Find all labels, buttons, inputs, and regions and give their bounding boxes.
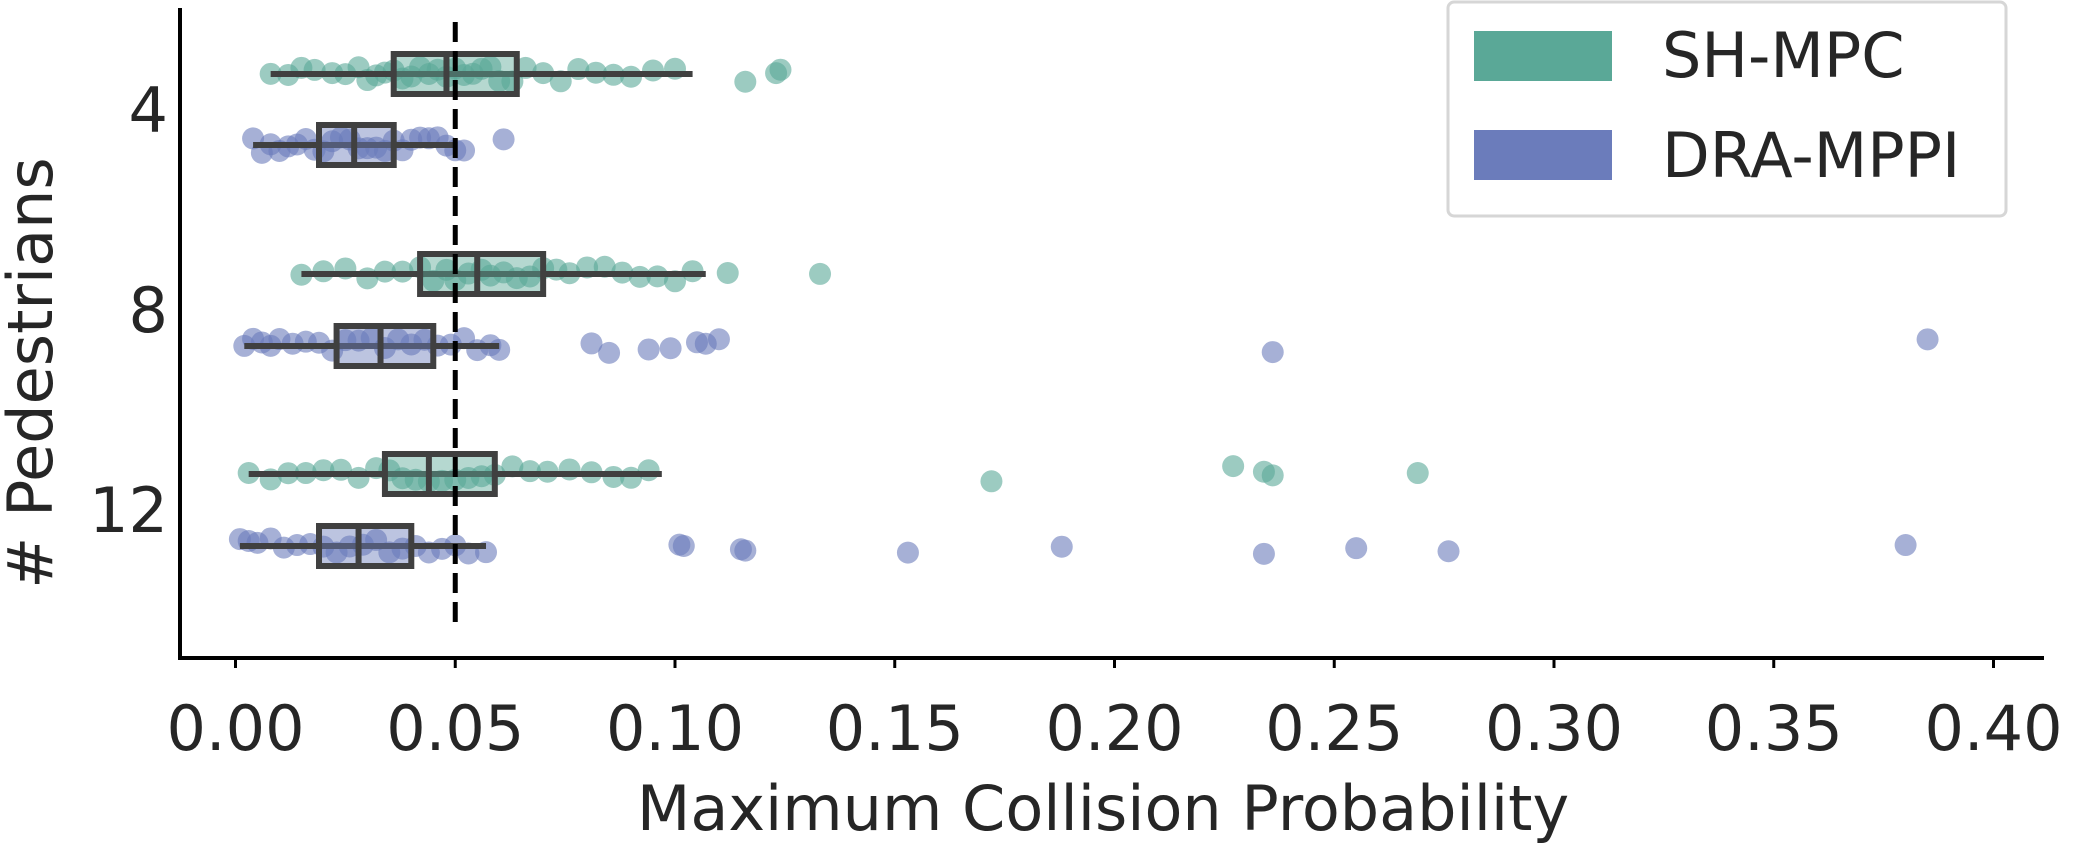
x-tick-label: 0.00 (166, 692, 304, 765)
data-point-dra-mppi (453, 139, 476, 162)
data-point-sh-mpc (716, 262, 739, 285)
legend-label-dra-mppi: DRA-MPPI (1662, 119, 1960, 192)
data-point-sh-mpc (1261, 464, 1284, 487)
data-point-dra-mppi (659, 337, 682, 360)
data-point-dra-mppi (598, 341, 621, 364)
x-tick-label: 0.40 (1924, 692, 2062, 765)
y-tick-label: 12 (89, 474, 168, 547)
data-point-dra-mppi (734, 539, 757, 562)
data-point-dra-mppi (1894, 534, 1917, 557)
data-point-sh-mpc (558, 458, 581, 481)
data-point-sh-mpc (769, 58, 792, 81)
y-tick-label: 4 (129, 74, 168, 147)
y-tick-layer: 4 8 12 (89, 74, 168, 548)
box-sh-mpc (417, 251, 547, 297)
boxes-layer (239, 51, 706, 569)
x-tick-label: 0.35 (1705, 692, 1843, 765)
y-tick-label: 8 (129, 274, 168, 347)
legend: SH-MPC DRA-MPPI (1446, 0, 2008, 218)
axes-layer (178, 8, 2044, 660)
data-point-dra-mppi (672, 534, 695, 557)
data-point-dra-mppi (1261, 341, 1284, 364)
box-dra-mppi (333, 323, 437, 369)
data-point-sh-mpc (642, 59, 665, 82)
data-point-sh-mpc (1406, 462, 1429, 485)
x-tick-label: 0.30 (1485, 692, 1623, 765)
x-tick-layer: 0.00 0.05 0.10 0.15 0.20 0.25 0.30 0.35 0.40 (166, 658, 2063, 765)
x-tick-label: 0.10 (606, 692, 744, 765)
data-point-dra-mppi (896, 541, 919, 564)
data-point-dra-mppi (1050, 535, 1073, 558)
data-point-sh-mpc (980, 470, 1003, 493)
data-point-dra-mppi (488, 338, 511, 361)
data-point-sh-mpc (1222, 455, 1245, 478)
x-tick-label: 0.05 (386, 692, 524, 765)
legend-swatch-sh-mpc (1474, 31, 1612, 81)
data-point-dra-mppi (1916, 328, 1939, 351)
x-tick-label: 0.15 (826, 692, 964, 765)
x-axis-label: Maximum Collision Probability (637, 772, 1569, 845)
data-point-dra-mppi (1345, 537, 1368, 560)
data-point-dra-mppi (492, 128, 515, 151)
data-point-dra-mppi (707, 328, 730, 351)
data-point-dra-mppi (1437, 540, 1460, 563)
legend-swatch-dra-mppi (1474, 130, 1612, 180)
x-tick-label: 0.25 (1265, 692, 1403, 765)
data-point-sh-mpc (809, 262, 832, 285)
legend-label-sh-mpc: SH-MPC (1662, 19, 1905, 92)
data-point-dra-mppi (637, 338, 660, 361)
data-point-sh-mpc (637, 459, 660, 482)
data-point-dra-mppi (1252, 542, 1275, 565)
box-sh-mpc (381, 451, 498, 497)
x-tick-label: 0.20 (1045, 692, 1183, 765)
box-dra-mppi (316, 523, 415, 569)
y-axis-label: # Pedestrians (0, 157, 67, 588)
data-point-sh-mpc (734, 70, 757, 93)
data-point-dra-mppi (580, 332, 603, 355)
